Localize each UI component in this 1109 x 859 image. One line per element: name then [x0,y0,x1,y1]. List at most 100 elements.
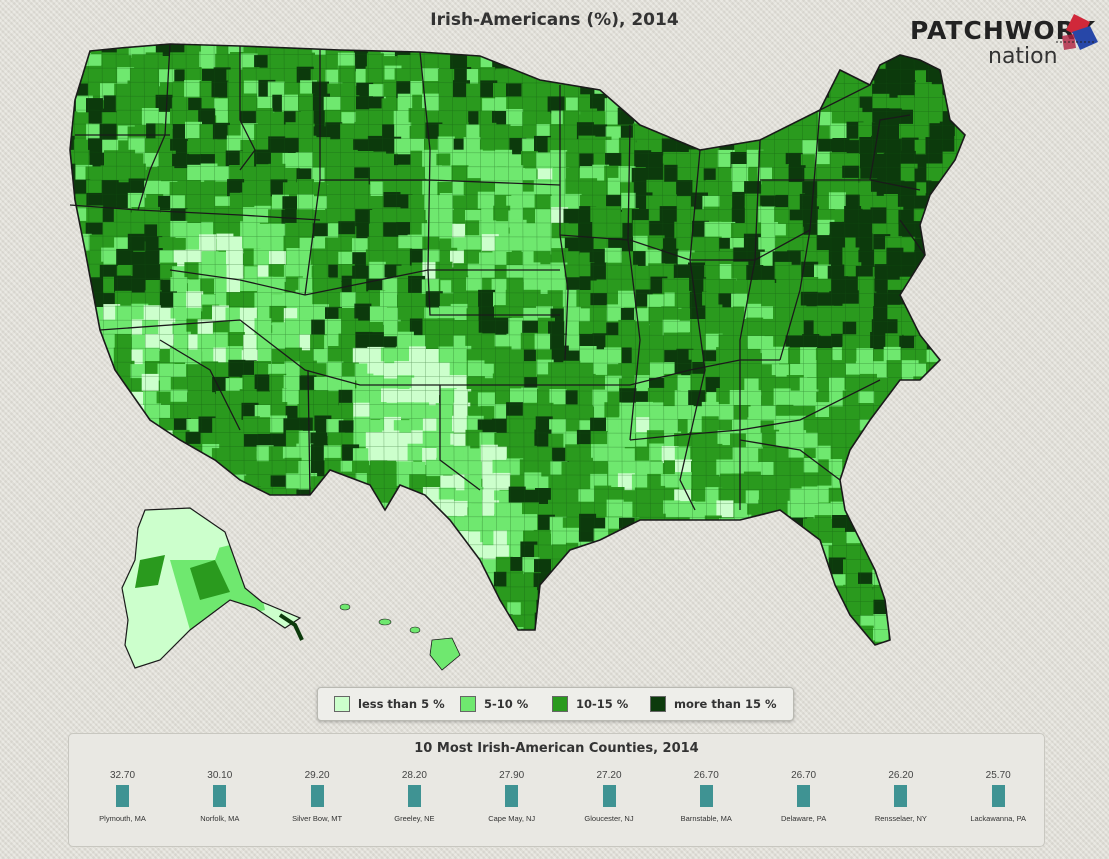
county-cell[interactable] [426,541,444,559]
county-cell[interactable] [505,233,523,251]
county-cell[interactable] [705,487,723,505]
county-cell[interactable] [268,136,286,154]
county-cell[interactable] [100,65,118,83]
county-cell[interactable] [803,125,820,143]
county-cell[interactable] [970,54,987,71]
county-cell[interactable] [928,221,946,239]
county-cell[interactable] [676,40,694,55]
county-cell[interactable] [969,293,986,310]
county-cell[interactable] [872,502,890,520]
county-cell[interactable] [128,458,146,476]
county-cell[interactable] [940,499,958,517]
county-cell[interactable] [170,195,188,213]
county-cell[interactable] [942,434,960,451]
county-cell[interactable] [926,94,943,112]
county-cell[interactable] [645,602,663,620]
county-cell[interactable] [380,347,398,365]
county-cell[interactable] [593,66,611,84]
county-cell[interactable] [790,94,807,112]
county-cell[interactable] [506,502,524,520]
county-cell[interactable] [829,82,847,100]
county-cell[interactable] [548,433,566,451]
county-cell[interactable] [886,390,904,408]
county-cell[interactable] [535,277,553,294]
county-cell[interactable] [789,627,807,645]
county-bar[interactable] [894,785,908,807]
county-cell[interactable] [649,318,667,336]
county-cell[interactable] [468,600,486,618]
county-cell[interactable] [520,587,538,604]
county-cell[interactable] [71,317,89,335]
county-cell[interactable] [802,79,820,97]
county-cell[interactable] [478,289,496,307]
county-cell[interactable] [915,628,933,645]
county-cell[interactable] [577,389,595,407]
county-cell[interactable] [354,586,372,604]
county-cell[interactable] [659,206,677,224]
county-cell[interactable] [898,80,916,98]
county-cell[interactable] [972,66,989,83]
county-cell[interactable] [214,654,231,671]
county-cell[interactable] [86,205,104,223]
county-bar-item[interactable]: 29.20 Silver Bow, MT [269,770,366,830]
county-cell[interactable] [576,237,594,255]
county-cell[interactable] [743,233,761,251]
county-cell[interactable] [731,66,749,83]
county-cell[interactable] [351,501,369,519]
county-cell[interactable] [354,517,371,535]
county-cell[interactable] [117,110,134,128]
county-cell[interactable] [888,642,906,659]
county-cell[interactable] [674,109,692,127]
county-cell[interactable] [745,600,763,618]
county-cell[interactable] [590,93,607,111]
county-cell[interactable] [716,459,734,477]
county-cell[interactable] [619,388,637,406]
county-cell[interactable] [719,570,737,588]
county-cell[interactable] [73,179,91,197]
county-cell[interactable] [841,177,859,195]
county-cell[interactable] [801,486,819,504]
county-cell[interactable] [269,373,287,391]
county-cell[interactable] [351,642,369,660]
county-cell[interactable] [650,346,668,364]
county-cell[interactable] [604,247,622,265]
county-cell[interactable] [466,83,483,101]
county-cell[interactable] [281,94,299,112]
county-cell[interactable] [213,67,231,85]
county-cell[interactable] [688,122,706,140]
county-cell[interactable] [802,181,820,199]
county-cell[interactable] [787,318,805,336]
county-cell[interactable] [453,80,470,98]
county-cell[interactable] [646,40,664,56]
county-cell[interactable] [940,545,958,563]
county-cell[interactable] [202,655,219,672]
county-cell[interactable] [465,332,483,350]
county-cell[interactable] [74,419,92,437]
county-cell[interactable] [955,655,972,672]
county-cell[interactable] [170,476,188,494]
county-cell[interactable] [789,415,807,433]
county-cell[interactable] [971,137,988,154]
county-cell[interactable] [773,40,790,55]
county-cell[interactable] [968,266,985,283]
county-cell[interactable] [674,446,692,464]
county-cell[interactable] [607,42,625,59]
county-cell[interactable] [594,572,612,590]
county-cell[interactable] [773,415,791,433]
county-cell[interactable] [800,643,818,661]
county-cell[interactable] [535,223,552,241]
county-cell[interactable] [592,333,610,351]
county-cell[interactable] [184,40,202,57]
county-cell[interactable] [645,640,663,658]
county-cell[interactable] [325,122,343,140]
county-cell[interactable] [663,599,681,617]
county-cell[interactable] [689,559,707,577]
county-cell[interactable] [394,122,412,140]
county-cell[interactable] [787,457,805,475]
county-cell[interactable] [312,543,330,561]
county-cell[interactable] [916,292,934,310]
county-cell[interactable] [842,472,860,490]
county-cell[interactable] [213,460,231,478]
county-cell[interactable] [170,108,187,126]
county-cell[interactable] [549,613,567,631]
